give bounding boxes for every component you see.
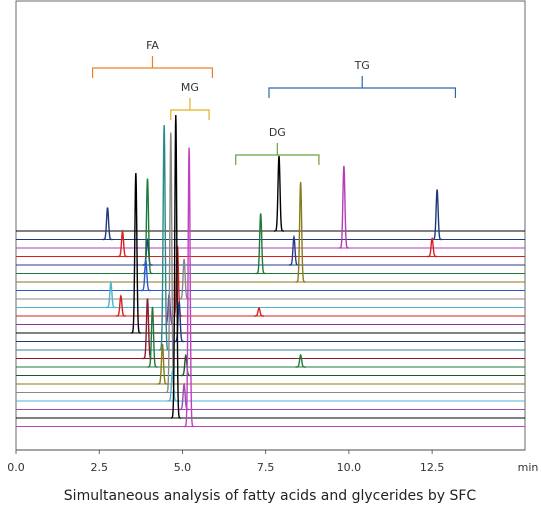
bracket: [170, 98, 210, 120]
peak: [180, 353, 191, 377]
peak: [295, 181, 306, 283]
annotation-label: DG: [269, 126, 286, 139]
annotation-label: FA: [146, 39, 159, 52]
peak: [159, 124, 170, 351]
annotation-label: MG: [181, 81, 199, 94]
peak: [179, 382, 190, 411]
peak: [117, 229, 128, 258]
peak: [170, 114, 181, 419]
peak: [338, 165, 349, 249]
peak: [427, 236, 438, 258]
bracket: [91, 56, 214, 78]
bracket: [235, 143, 320, 165]
peak: [105, 280, 116, 309]
peak: [432, 189, 443, 241]
peak: [147, 306, 158, 368]
peak: [167, 368, 178, 402]
x-tick-label: 0.0: [7, 461, 25, 474]
x-axis-label: min: [518, 461, 539, 474]
peak: [255, 213, 266, 275]
peak: [140, 257, 151, 292]
peak: [295, 353, 306, 368]
peak: [254, 307, 265, 317]
chart-title: Simultaneous analysis of fatty acids and…: [64, 488, 477, 504]
bracket: [268, 76, 457, 98]
x-tick-label: 10.0: [337, 461, 362, 474]
peak: [142, 237, 153, 266]
x-tick-label: 12.5: [420, 461, 445, 474]
peak: [288, 234, 299, 266]
x-tick-label: 2.5: [90, 461, 108, 474]
peak: [157, 343, 168, 385]
peak: [184, 147, 195, 428]
annotation-label: TG: [354, 59, 370, 72]
peak: [174, 301, 185, 343]
peak: [115, 294, 126, 317]
peak: [273, 155, 284, 232]
peak: [130, 172, 141, 334]
peak: [142, 178, 153, 275]
x-tick-label: 5.0: [174, 461, 192, 474]
peak: [102, 207, 113, 241]
x-tick-label: 7.5: [257, 461, 275, 474]
